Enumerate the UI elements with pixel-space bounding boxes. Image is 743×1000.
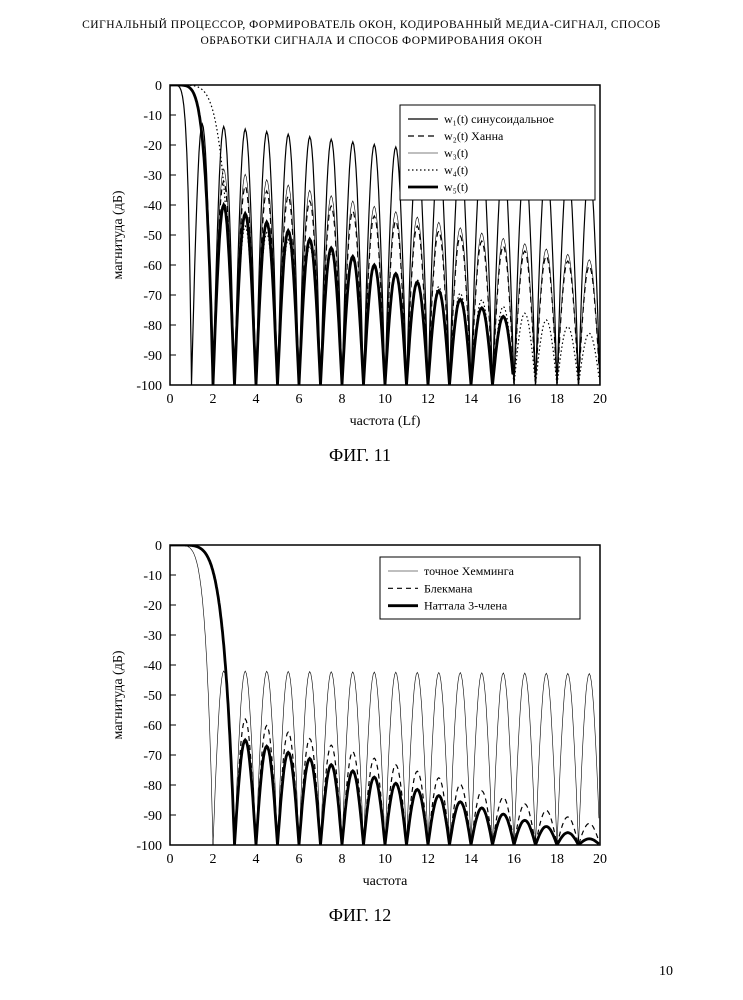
- svg-text:14: 14: [464, 392, 478, 407]
- svg-text:-40: -40: [143, 659, 162, 674]
- svg-text:w₃(t): w₃(t): [444, 146, 468, 160]
- figure-11: 0 2 4 6 8 10 12 14 16 18 20 0 -10 -20 -30 -40 -50 -60 -70 -…: [100, 75, 620, 466]
- svg-text:0: 0: [155, 79, 162, 94]
- page-number: 10: [659, 964, 673, 980]
- svg-text:w₂(t) Ханна: w₂(t) Ханна: [444, 129, 504, 143]
- svg-text:6: 6: [296, 392, 303, 407]
- svg-text:14: 14: [464, 852, 478, 867]
- svg-text:0: 0: [155, 539, 162, 554]
- svg-text:10: 10: [378, 852, 392, 867]
- svg-text:4: 4: [253, 392, 260, 407]
- svg-text:4: 4: [253, 852, 260, 867]
- svg-text:12: 12: [421, 392, 435, 407]
- svg-text:-90: -90: [143, 809, 162, 824]
- svg-text:-80: -80: [143, 779, 162, 794]
- svg-text:-70: -70: [143, 289, 162, 304]
- svg-text:-30: -30: [143, 629, 162, 644]
- svg-text:18: 18: [550, 852, 564, 867]
- svg-text:-60: -60: [143, 719, 162, 734]
- svg-text:-70: -70: [143, 749, 162, 764]
- svg-text:частота (Lf): частота (Lf): [350, 414, 421, 429]
- svg-text:частота: частота: [363, 874, 409, 889]
- svg-text:16: 16: [507, 852, 521, 867]
- svg-text:10: 10: [378, 392, 392, 407]
- svg-text:-80: -80: [143, 319, 162, 334]
- svg-text:-50: -50: [143, 689, 162, 704]
- figure-11-caption: ФИГ. 11: [100, 445, 620, 466]
- svg-text:-30: -30: [143, 169, 162, 184]
- svg-text:-90: -90: [143, 349, 162, 364]
- svg-text:Блекмана: Блекмана: [424, 581, 473, 595]
- svg-text:-40: -40: [143, 199, 162, 214]
- svg-text:-100: -100: [136, 379, 162, 394]
- figure-11-chart: 0 2 4 6 8 10 12 14 16 18 20 0 -10 -20 -30 -40 -50 -60 -70 -…: [100, 75, 620, 435]
- svg-text:2: 2: [210, 852, 217, 867]
- svg-text:8: 8: [339, 392, 346, 407]
- svg-text:w₄(t): w₄(t): [444, 163, 468, 177]
- svg-text:18: 18: [550, 392, 564, 407]
- svg-text:16: 16: [507, 392, 521, 407]
- svg-text:0: 0: [167, 392, 174, 407]
- svg-text:-50: -50: [143, 229, 162, 244]
- svg-text:2: 2: [210, 392, 217, 407]
- svg-text:Наттала 3-члена: Наттала 3-члена: [424, 599, 508, 613]
- svg-text:магнитуда (дБ): магнитуда (дБ): [111, 190, 126, 279]
- svg-text:точное Хемминга: точное Хемминга: [424, 564, 515, 578]
- svg-text:-20: -20: [143, 139, 162, 154]
- svg-text:20: 20: [593, 392, 607, 407]
- svg-text:8: 8: [339, 852, 346, 867]
- svg-text:-10: -10: [143, 109, 162, 124]
- page-title: СИГНАЛЬНЫЙ ПРОЦЕССОР, ФОРМИРОВАТЕЛЬ ОКОН…: [50, 18, 693, 49]
- svg-text:-60: -60: [143, 259, 162, 274]
- svg-text:-20: -20: [143, 599, 162, 614]
- svg-text:20: 20: [593, 852, 607, 867]
- svg-text:w₅(t): w₅(t): [444, 180, 468, 194]
- svg-text:-100: -100: [136, 839, 162, 854]
- figure-12-chart: 0 2 4 6 8 10 12 14 16 18 20 0 -10 -20 -30 -40 -50 -60 -70 -…: [100, 535, 620, 895]
- figure-12-caption: ФИГ. 12: [100, 905, 620, 926]
- svg-text:w₁(t) синусоидальное: w₁(t) синусоидальное: [444, 112, 554, 126]
- svg-text:магнитуда (дБ): магнитуда (дБ): [111, 650, 126, 739]
- svg-text:6: 6: [296, 852, 303, 867]
- svg-text:-10: -10: [143, 569, 162, 584]
- svg-text:12: 12: [421, 852, 435, 867]
- figure-12: 0 2 4 6 8 10 12 14 16 18 20 0 -10 -20 -30 -40 -50 -60 -70 -…: [100, 535, 620, 926]
- svg-text:0: 0: [167, 852, 174, 867]
